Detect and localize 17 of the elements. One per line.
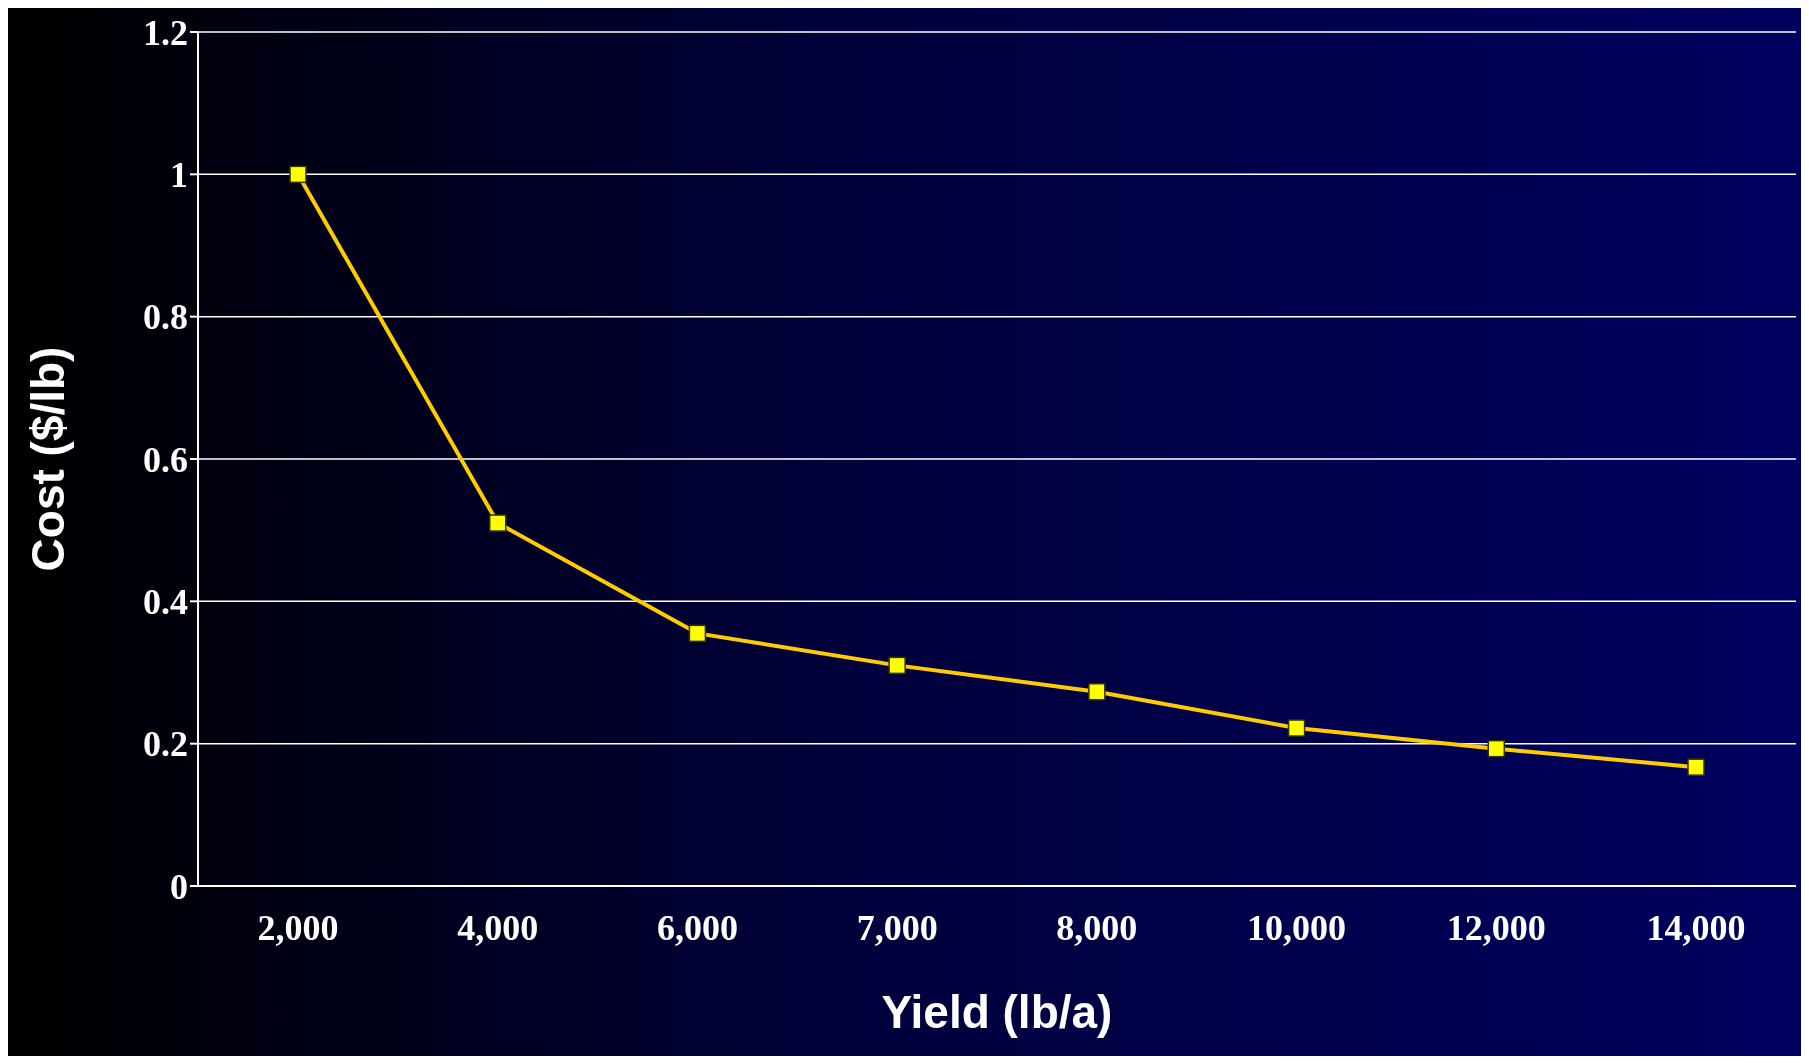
x-tick-label: 4,000 — [457, 907, 539, 948]
y-tick-label: 0.4 — [143, 582, 188, 623]
x-tick-label: 7,000 — [856, 907, 938, 948]
x-tick-label: 12,000 — [1446, 907, 1546, 948]
y-tick-label: 0 — [170, 866, 188, 907]
x-tick-label: 14,000 — [1646, 907, 1746, 948]
y-tick-label: 0.2 — [143, 724, 188, 765]
y-tick-label: 0.6 — [143, 439, 188, 480]
y-tick-label: 1.2 — [143, 12, 188, 53]
y-tick-label: 1 — [170, 155, 188, 196]
x-tick-label: 10,000 — [1247, 907, 1347, 948]
x-tick-label: 6,000 — [656, 907, 738, 948]
x-tick-label: 8,000 — [1056, 907, 1138, 948]
x-tick-label: 2,000 — [257, 907, 339, 948]
x-axis-title: Yield (lb/a) — [881, 986, 1113, 1038]
y-tick-label: 0.8 — [143, 297, 188, 338]
y-axis-title: Cost ($/lb) — [22, 346, 75, 572]
